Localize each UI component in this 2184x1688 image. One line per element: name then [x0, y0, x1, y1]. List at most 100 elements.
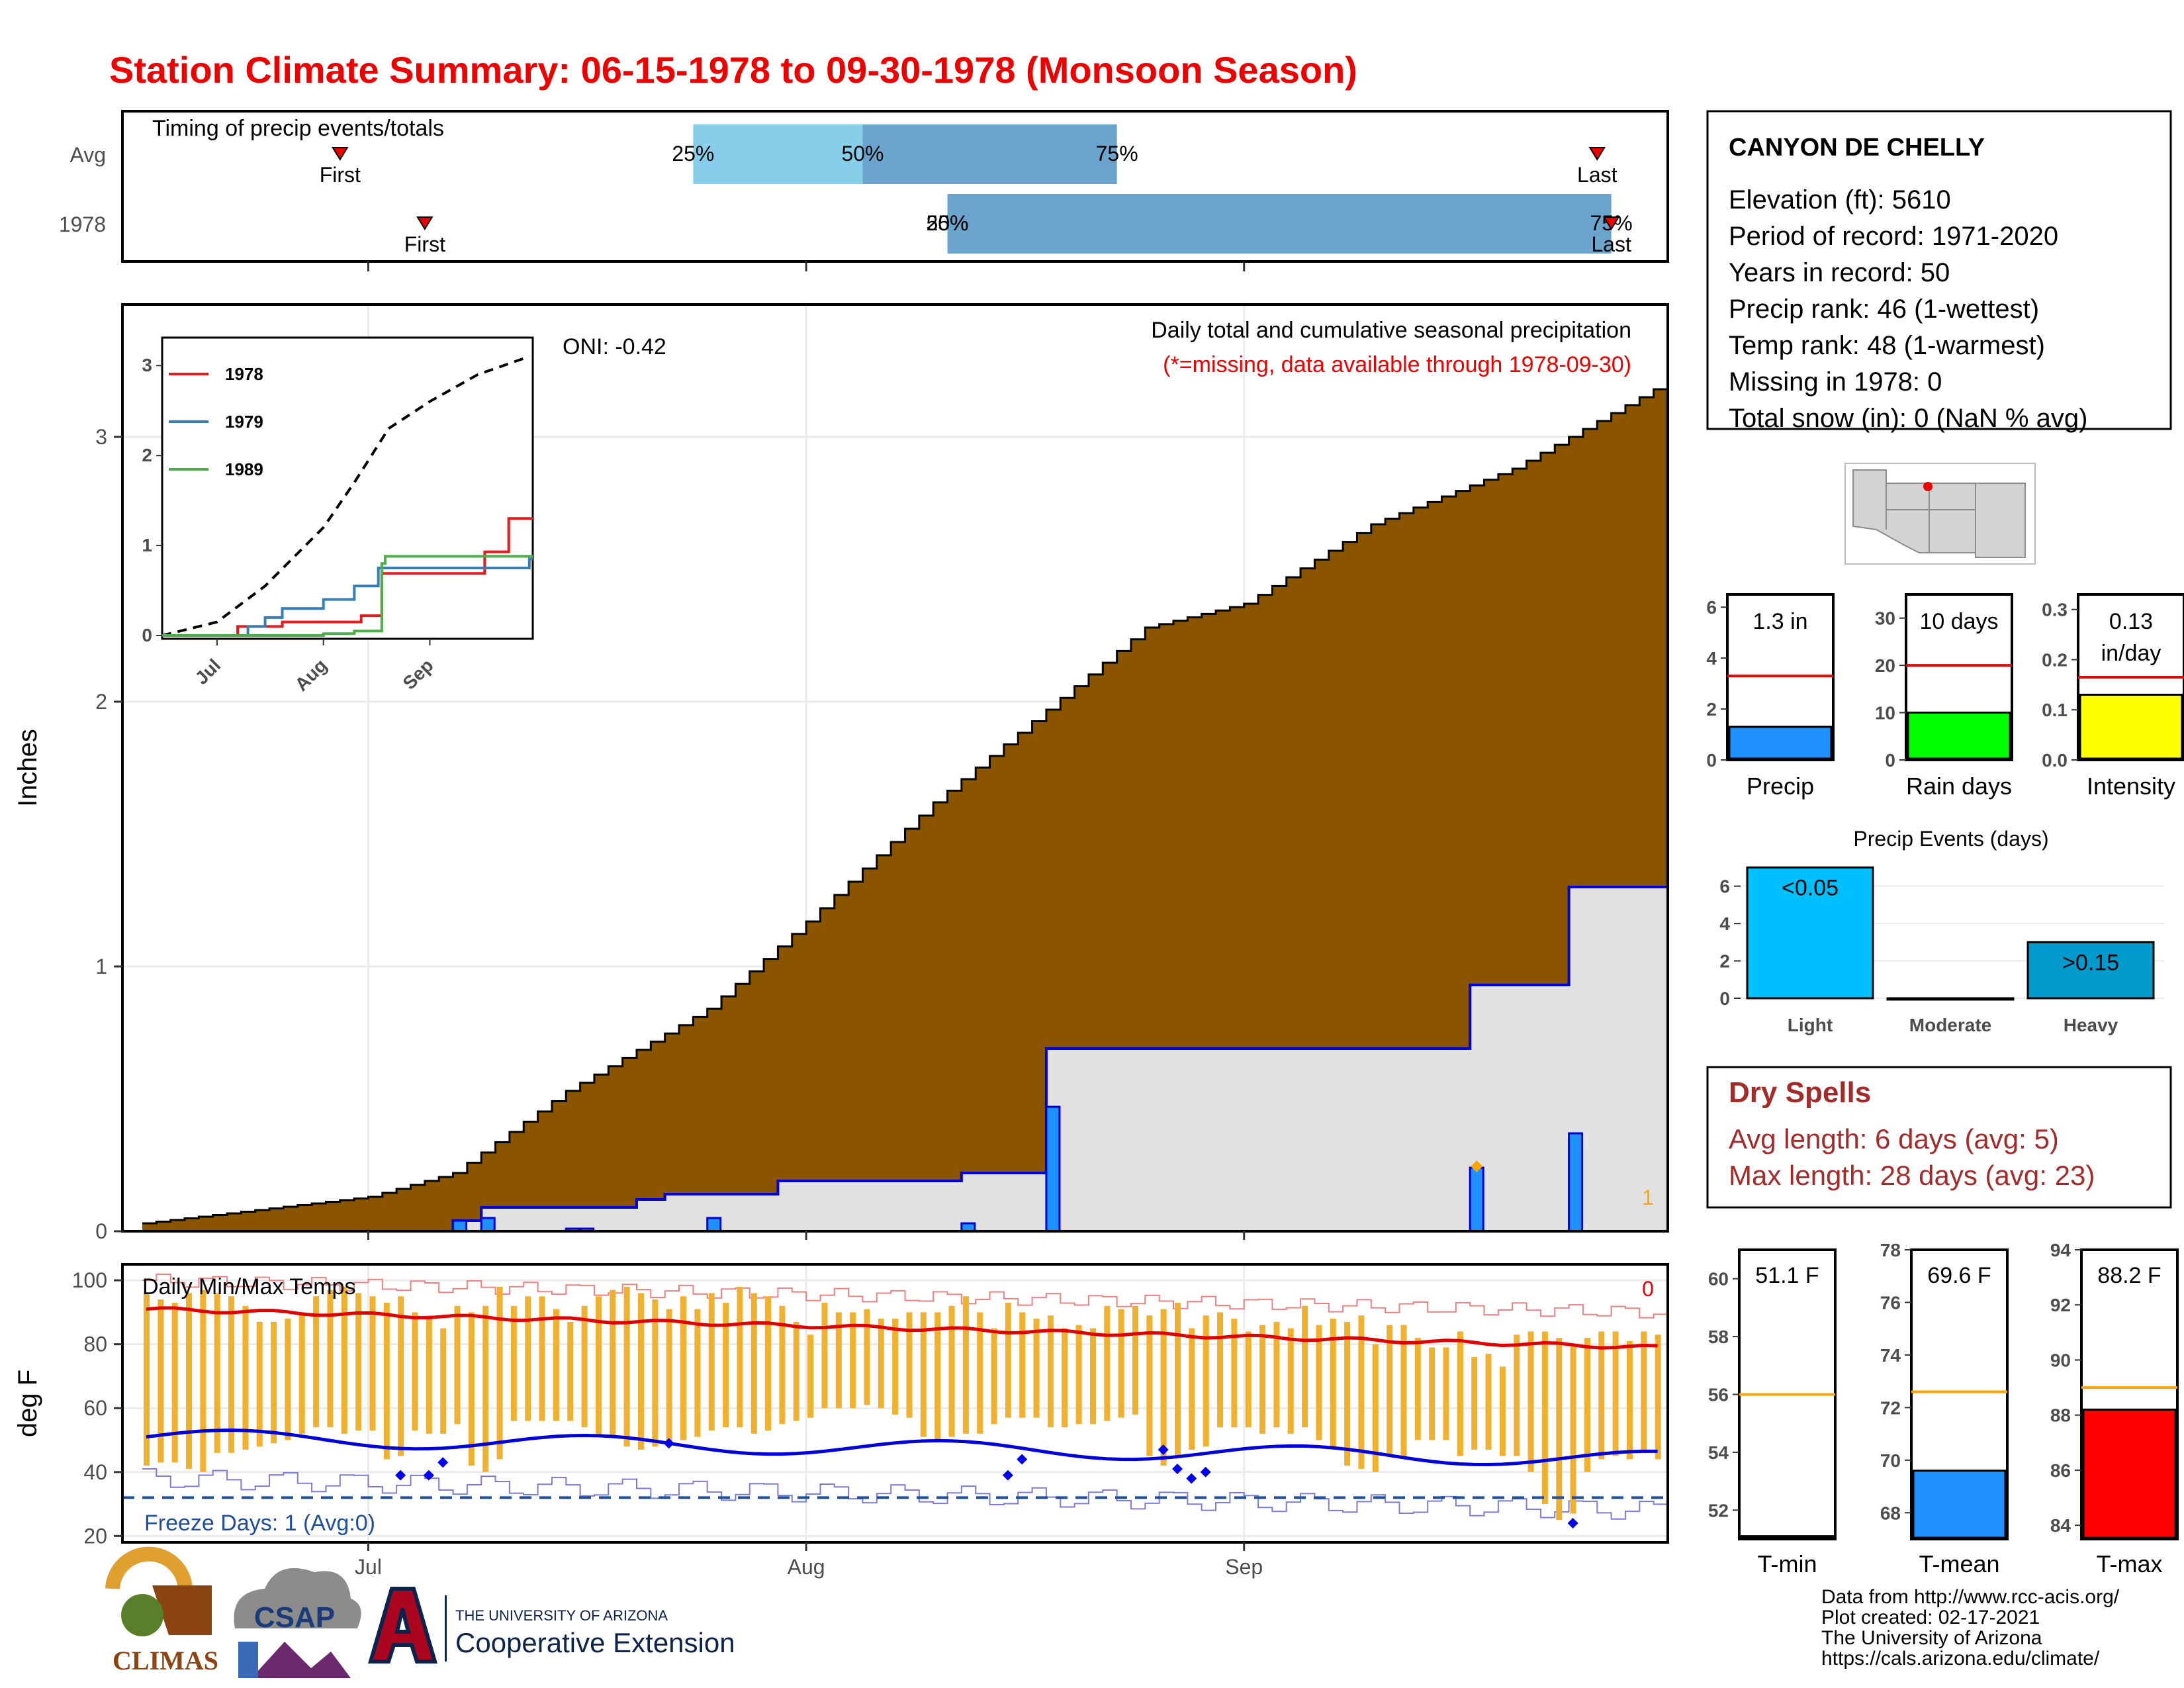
daily-temp-bar [1047, 1315, 1054, 1428]
first-event-marker [332, 147, 349, 161]
daily-temp-bar [1429, 1347, 1435, 1440]
last-event-label: Last [1577, 163, 1617, 187]
quartile-75-label: 75% [1096, 142, 1138, 165]
station-info-box: CANYON DE CHELLY Elevation (ft): 5610 Per… [1706, 110, 2172, 433]
events-y-tick-label: 6 [1719, 876, 1730, 897]
timing-row-label: 1978 [59, 212, 106, 236]
daily-precip-bar [1045, 1105, 1061, 1233]
inset-y-tick-label: 2 [142, 445, 152, 465]
dry-spells-box: Dry Spells Avg length: 6 days (avg: 5) M… [1706, 1066, 2172, 1209]
timing-row-label: Avg [69, 143, 106, 167]
summary-bar-tick-label: 0 [1885, 750, 1895, 771]
daily-temp-bar [1062, 1328, 1068, 1428]
daily-temp-bar [1527, 1331, 1534, 1472]
min-temp-marker [1017, 1454, 1028, 1465]
events-y-tick-label: 4 [1719, 914, 1730, 934]
ua-logo-line1: THE UNIVERSITY OF ARIZONA [455, 1607, 668, 1624]
summary-bar-value-text: 0.13 [2109, 609, 2153, 634]
events-bar-label: <0.05 [1782, 875, 1839, 900]
temp-y-tick-label: 100 [72, 1268, 107, 1292]
quartile-25-label: 25% [672, 142, 714, 165]
daily-temp-bar [327, 1289, 334, 1428]
daily-temp-bar [1514, 1335, 1520, 1456]
daily-temp-bar [228, 1296, 235, 1453]
events-bar [1886, 997, 2015, 1001]
temp-y-tick-label: 80 [83, 1333, 107, 1356]
inset-legend-label: 1989 [225, 459, 263, 479]
daily-temp-bar [1302, 1305, 1308, 1428]
daily-temp-bar [1584, 1338, 1590, 1472]
temp-summary-tick-label: 74 [1880, 1345, 1901, 1366]
temp-summary-tick-label: 56 [1708, 1385, 1729, 1405]
precip-data-layer [142, 388, 1668, 1233]
daily-temp-bar [1089, 1328, 1096, 1425]
daily-temp-bar [1189, 1328, 1195, 1450]
temp-panel: deg F Daily Min/Max Temps 0 Freeze Days:… [13, 1263, 1669, 1579]
temp-x-tick-label: Jul [355, 1555, 382, 1579]
daily-temp-bar [1612, 1331, 1619, 1456]
temp-x-tick-label: Aug [788, 1555, 825, 1579]
precip-panel-border [121, 303, 1669, 1233]
dry-spells-frame [1706, 1066, 2172, 1209]
daily-temp-bar [610, 1289, 616, 1437]
min-temp-marker [1172, 1463, 1183, 1474]
quartile-box-50-75 [862, 124, 1117, 184]
temp-summary-tick-label: 70 [1880, 1450, 1901, 1471]
temp-summary-value [1740, 1535, 1835, 1539]
summary-bar-tick-label: 0.0 [2042, 750, 2068, 771]
daily-temp-bar [1556, 1338, 1563, 1521]
dry-spells-title: Dry Spells [1729, 1076, 1871, 1109]
summary-bar-tick-label: 6 [1706, 597, 1717, 618]
temp-y-tick-label: 60 [83, 1396, 107, 1420]
quartile-50-label: 50% [927, 211, 969, 235]
min-temp-marker [423, 1470, 434, 1481]
timing-panel: Timing of precip events/totals Avg 25% 50%… [59, 110, 1669, 271]
station-info-line: Precip rank: 46 (1-wettest) [1729, 295, 2039, 324]
csap-logo-bars [238, 1642, 258, 1678]
daily-temp-bar [1330, 1319, 1336, 1447]
daily-temp-bar [1217, 1312, 1224, 1428]
daily-temp-bar [1471, 1357, 1478, 1450]
daily-temp-bar [680, 1296, 687, 1440]
summary-bar-tick-label: 0.2 [2042, 649, 2068, 670]
summary-bar-label: Precip [1747, 773, 1814, 800]
daily-temp-bar [1146, 1315, 1153, 1456]
temp-x-tick-label: Sep [1225, 1555, 1263, 1579]
daily-temp-bar [652, 1299, 659, 1447]
daily-temp-bar [1231, 1319, 1238, 1428]
daily-temp-bar [1570, 1344, 1576, 1514]
summary-bar-label: Intensity [2087, 773, 2175, 800]
daily-temp-bar [850, 1312, 856, 1409]
daily-temp-bar [1245, 1331, 1251, 1428]
daily-temp-bar [779, 1305, 786, 1425]
daily-temp-bar [920, 1312, 927, 1437]
dry-spells-max-length: Max length: 28 days (avg: 23) [1729, 1160, 2095, 1191]
station-info-frame [1706, 110, 2172, 430]
min-temp-marker [395, 1470, 406, 1481]
footer-credit-line: The University of Arizona [1821, 1627, 2042, 1649]
daily-temp-bar [1499, 1366, 1506, 1456]
normal-tmin-line [146, 1429, 1658, 1467]
daily-temp-bar [298, 1312, 305, 1434]
daily-temp-bar [1287, 1328, 1294, 1434]
temp-y-label: deg F [13, 1370, 42, 1437]
temp-summary-tick-label: 94 [2050, 1240, 2071, 1260]
daily-temp-bar [1160, 1309, 1167, 1466]
daily-temp-bar [581, 1305, 588, 1428]
daily-temp-bar [751, 1293, 757, 1434]
daily-temp-bar [383, 1302, 390, 1460]
daily-temp-bar [737, 1286, 743, 1428]
temp-summary-tick-label: 84 [2050, 1515, 2071, 1536]
precip-y-label: Inches [13, 729, 42, 807]
daily-temp-bar [1259, 1325, 1266, 1434]
daily-temp-bar [341, 1286, 347, 1434]
min-temp-marker [437, 1457, 449, 1468]
daily-temp-bar [1626, 1340, 1633, 1460]
temp-summary-tick-label: 72 [1880, 1397, 1901, 1418]
events-bar [1746, 866, 1874, 1000]
normal-tmax-line [146, 1306, 1658, 1350]
station-info-line: Missing in 1978: 0 [1729, 367, 1942, 397]
locator-map [1844, 463, 2036, 565]
temp-summary-value [2082, 1408, 2177, 1539]
